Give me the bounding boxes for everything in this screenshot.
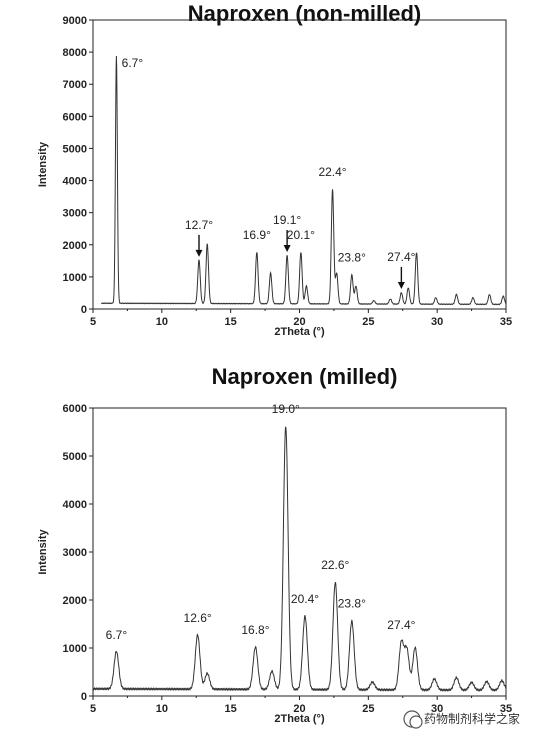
peak-arrow-head [283,245,291,253]
chart-panel-1: Naproxen (non-milled) 5 10 15 20 25 30 35 0 1000 2… [37,1,512,338]
y-axis-label: Intensity [37,529,49,575]
peak-annotation: 16.8° [241,623,269,637]
y-tick-label: 6000 [63,403,87,415]
y-tick-label: 1000 [63,643,87,655]
peak-annotation: 22.6° [321,558,349,572]
peak-annotation: 16.9° [243,228,271,242]
x-tick-label: 35 [500,703,512,715]
y-tick-label: 2000 [63,240,87,252]
watermark-text: 药物制剂科学之家 [424,711,520,726]
y-tick-label: 0 [81,691,87,703]
x-axis-label: 2Theta (°) [274,713,325,725]
chart-panel-2: Naproxen (milled) 5 10 15 20 25 30 35 0 1000 2000 3… [37,364,512,725]
peak-annotation: 27.4° [387,618,415,632]
peak-annotation: 12.6° [184,611,212,625]
plot-frame [92,407,507,697]
peak-annotation: 6.7° [106,628,128,642]
peak-annotation: 23.8° [338,250,366,264]
y-tick-label: 5000 [63,451,87,463]
x-tick-label: 5 [90,316,96,328]
diffraction-trace [100,56,507,306]
y-tick-label: 3000 [63,547,87,559]
x-tick-label: 15 [225,316,237,328]
peak-annotation: 20.1° [287,228,315,242]
peak-annotation: 22.4° [318,165,346,179]
y-tick-label: 8000 [63,47,87,59]
x-tick-label: 30 [431,703,443,715]
y-tick-label: 0 [81,304,87,316]
x-axis-label: 2Theta (°) [274,326,325,338]
x-tick-label: 25 [362,316,374,328]
y-tick-label: 3000 [63,208,87,220]
wechat-icon-bubble [409,715,423,729]
peak-annotation: 23.8° [338,597,366,611]
x-tick-label: 25 [362,703,374,715]
peak-arrow-head [397,281,405,289]
x-tick-label: 30 [431,316,443,328]
y-tick-label: 4000 [63,499,87,511]
peak-annotation: 19.1° [273,213,301,227]
peak-annotation: 20.4° [291,592,319,606]
x-tick-label: 10 [156,316,168,328]
x-tick-label: 15 [225,703,237,715]
peak-annotation: 6.7° [122,56,144,70]
peak-annotation: 27.4° [387,250,415,264]
x-tick-label: 35 [500,316,512,328]
y-axis-label: Intensity [37,141,49,187]
chart-title: Naproxen (non-milled) [188,1,421,26]
x-tick-label: 20 [293,703,305,715]
peak-annotation: 19.0° [272,402,300,416]
y-tick-label: 6000 [63,111,87,123]
peak-annotation: 12.7° [185,218,213,232]
watermark: 药物制剂科学之家 [403,710,520,729]
y-tick-label: 2000 [63,595,87,607]
x-tick-label: 20 [293,316,305,328]
chart-title: Naproxen (milled) [212,364,398,389]
y-tick-label: 5000 [63,143,87,155]
y-tick-label: 1000 [63,272,87,284]
x-tick-label: 10 [156,703,168,715]
y-tick-label: 4000 [63,176,87,188]
x-tick-label: 5 [90,703,96,715]
y-tick-label: 9000 [63,15,87,27]
peak-arrow-head [195,249,203,257]
diffraction-trace [92,426,507,692]
y-tick-label: 7000 [63,79,87,91]
